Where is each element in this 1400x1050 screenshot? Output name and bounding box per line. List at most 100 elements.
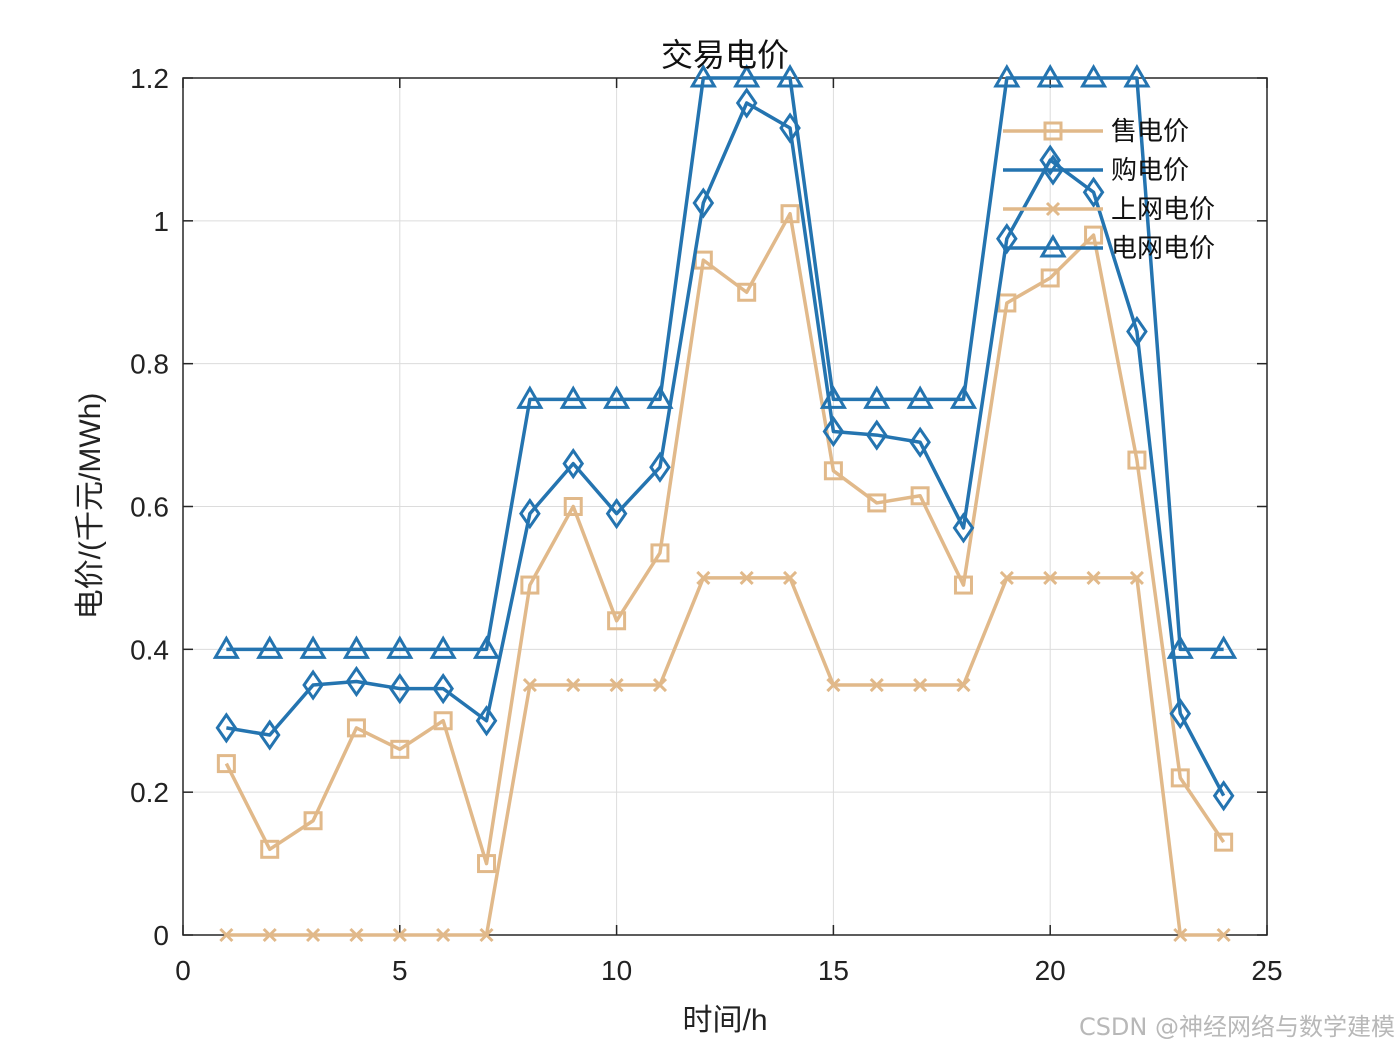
data-point [1169, 697, 1192, 730]
data-point [953, 575, 973, 595]
series-1 [216, 204, 1234, 874]
y-tick-label: 0 [153, 920, 169, 951]
data-point [692, 187, 715, 219]
data-point [1210, 635, 1238, 659]
data-point [262, 927, 277, 943]
data-point [867, 493, 887, 513]
data-point [429, 635, 457, 659]
data-point [1212, 780, 1235, 812]
data-point [909, 426, 931, 458]
data-point [906, 385, 934, 409]
data-point [776, 64, 804, 88]
data-point [303, 811, 323, 831]
x-tick-label: 5 [392, 955, 408, 986]
data-point [956, 677, 971, 693]
data-point [1036, 64, 1064, 88]
data-point [1082, 176, 1105, 208]
data-point [1079, 64, 1108, 88]
legend-marker [1042, 154, 1064, 186]
data-point [1043, 570, 1058, 585]
data-point [865, 419, 888, 451]
data-point [863, 385, 891, 409]
series-line [226, 101, 1226, 797]
data-point [1086, 570, 1101, 585]
series-group [212, 64, 1238, 943]
data-point [735, 87, 758, 119]
data-point [520, 575, 540, 595]
legend-label: 电网电价 [1111, 234, 1215, 264]
data-point [342, 635, 371, 659]
legend-item: 售电价 [1003, 117, 1189, 147]
data-point [436, 927, 451, 943]
x-tick-label: 15 [818, 955, 849, 986]
data-point [299, 635, 327, 659]
x-tick-label: 20 [1035, 955, 1066, 986]
data-point [822, 415, 845, 448]
y-tick-label: 0.8 [130, 349, 169, 380]
data-point [1084, 225, 1104, 245]
data-point [1127, 450, 1147, 470]
data-point [949, 385, 978, 409]
data-point [516, 385, 544, 409]
data-point [689, 64, 717, 88]
y-tick-label: 0.4 [130, 634, 169, 665]
axis-ticks: 0 5 10 15 20 25 0 0.2 0.4 0.6 0.8 1 1.2 [130, 63, 1283, 986]
data-point [1170, 768, 1190, 788]
data-point [562, 448, 585, 480]
data-point [739, 570, 754, 585]
data-point [826, 677, 841, 693]
data-point [1039, 144, 1062, 176]
data-point [472, 635, 501, 659]
data-point [212, 635, 240, 659]
data-point [563, 497, 583, 516]
data-point [215, 712, 238, 744]
data-point [780, 204, 800, 224]
legend-item: 购电价 [1003, 154, 1189, 186]
y-tick-label: 0.6 [130, 492, 169, 523]
data-point [910, 486, 930, 506]
data-point [477, 854, 497, 874]
x-tick-label: 0 [175, 955, 191, 986]
data-point [392, 927, 407, 943]
data-point [646, 385, 674, 409]
data-point [1123, 64, 1151, 88]
data-point [566, 677, 581, 693]
data-point [346, 718, 366, 738]
legend-item: 上网电价 [1003, 195, 1215, 225]
data-point [993, 64, 1021, 88]
data-point [1216, 927, 1231, 943]
data-point [519, 498, 541, 530]
data-point [1214, 832, 1234, 852]
series-line [224, 211, 1226, 866]
data-point [256, 635, 284, 659]
data-point [952, 512, 975, 544]
data-point [823, 461, 843, 481]
legend-marker [1045, 201, 1061, 217]
y-axis-label: 电价/(千元/MWh) [74, 393, 107, 620]
data-point [559, 385, 587, 409]
data-point [388, 672, 411, 705]
data-point [1173, 927, 1188, 943]
series-4 [212, 64, 1238, 659]
data-point [782, 570, 798, 585]
data-point [602, 385, 631, 409]
data-point [302, 669, 324, 701]
data-point [258, 719, 281, 751]
data-point [432, 672, 454, 705]
x-tick-label: 25 [1251, 955, 1282, 986]
data-point [737, 282, 757, 302]
legend-label: 上网电价 [1111, 195, 1215, 225]
data-point [1126, 315, 1148, 348]
data-point [649, 451, 671, 483]
data-point [605, 498, 628, 530]
data-point [1166, 635, 1194, 659]
data-point [260, 839, 280, 859]
data-point [475, 705, 498, 737]
legend-marker [1043, 121, 1063, 141]
watermark-text: CSDN @神经网络与数学建模 [1079, 1013, 1395, 1041]
data-point [1129, 570, 1144, 585]
grid-lines [182, 77, 1268, 936]
series-2 [215, 87, 1235, 812]
